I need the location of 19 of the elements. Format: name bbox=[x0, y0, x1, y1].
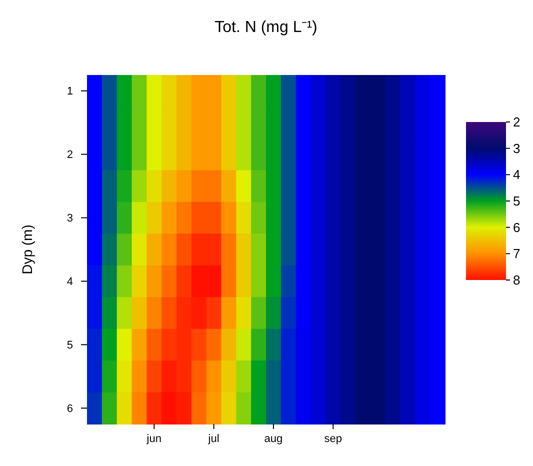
chart-title: Tot. N (mg L⁻¹) bbox=[214, 19, 318, 36]
color-bar-label: 2 bbox=[513, 114, 520, 130]
color-bar-label: 6 bbox=[513, 220, 520, 235]
color-bar-label: 4 bbox=[513, 167, 520, 182]
x-tick-label: aug bbox=[264, 433, 283, 445]
y-tick-label: 6 bbox=[66, 402, 73, 415]
x-tick-label: jun bbox=[146, 433, 162, 445]
color-bar-label: 8 bbox=[513, 272, 520, 288]
color-bar-label: 3 bbox=[513, 140, 520, 156]
y-tick-label: 3 bbox=[66, 212, 73, 225]
y-tick-label: 1 bbox=[66, 86, 73, 98]
y-tick-label: 4 bbox=[66, 276, 73, 288]
color-bar-label: 7 bbox=[513, 246, 520, 262]
y-tick-label: 5 bbox=[66, 340, 73, 352]
x-tick-label: jul bbox=[207, 433, 220, 445]
color-bar-label: 5 bbox=[513, 194, 520, 209]
y-tick-label: 2 bbox=[66, 149, 73, 162]
x-tick-label: sep bbox=[324, 433, 342, 445]
y-axis-title: Dyp (m) bbox=[19, 224, 35, 274]
